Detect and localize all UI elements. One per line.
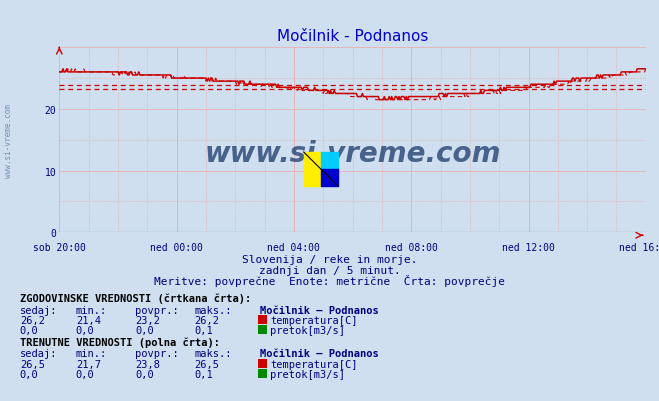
Text: maks.:: maks.:	[194, 348, 232, 358]
Text: sedaj:: sedaj:	[20, 348, 57, 358]
Text: www.si-vreme.com: www.si-vreme.com	[4, 103, 13, 177]
Title: Močilnik - Podnanos: Močilnik - Podnanos	[277, 29, 428, 44]
Text: 26,5: 26,5	[20, 359, 45, 369]
Text: sedaj:: sedaj:	[20, 305, 57, 315]
Text: 26,2: 26,2	[20, 316, 45, 326]
Text: 0,1: 0,1	[194, 326, 213, 336]
Text: min.:: min.:	[76, 305, 107, 315]
Text: Močilnik – Podnanos: Močilnik – Podnanos	[260, 348, 379, 358]
Text: 0,0: 0,0	[76, 369, 94, 379]
Text: 26,5: 26,5	[194, 359, 219, 369]
Text: 0,1: 0,1	[194, 369, 213, 379]
Text: TRENUTNE VREDNOSTI (polna črta):: TRENUTNE VREDNOSTI (polna črta):	[20, 336, 219, 347]
Text: temperatura[C]: temperatura[C]	[270, 359, 358, 369]
Text: Močilnik – Podnanos: Močilnik – Podnanos	[260, 305, 379, 315]
Text: 21,4: 21,4	[76, 316, 101, 326]
Text: pretok[m3/s]: pretok[m3/s]	[270, 326, 345, 336]
Text: povpr.:: povpr.:	[135, 305, 179, 315]
Text: zadnji dan / 5 minut.: zadnji dan / 5 minut.	[258, 265, 401, 275]
Text: 23,2: 23,2	[135, 316, 160, 326]
Text: Meritve: povprečne  Enote: metrične  Črta: povprečje: Meritve: povprečne Enote: metrične Črta:…	[154, 275, 505, 287]
Text: maks.:: maks.:	[194, 305, 232, 315]
Text: 23,8: 23,8	[135, 359, 160, 369]
Text: ZGODOVINSKE VREDNOSTI (črtkana črta):: ZGODOVINSKE VREDNOSTI (črtkana črta):	[20, 293, 251, 304]
Text: 0,0: 0,0	[20, 326, 38, 336]
Text: ned 08:00: ned 08:00	[385, 243, 438, 253]
Text: sob 20:00: sob 20:00	[33, 243, 86, 253]
Text: www.si-vreme.com: www.si-vreme.com	[204, 139, 501, 167]
Text: temperatura[C]: temperatura[C]	[270, 316, 358, 326]
Text: pretok[m3/s]: pretok[m3/s]	[270, 369, 345, 379]
Text: 0,0: 0,0	[76, 326, 94, 336]
Text: 0,0: 0,0	[135, 369, 154, 379]
Text: ned 16:00: ned 16:00	[619, 243, 659, 253]
Text: 0,0: 0,0	[20, 369, 38, 379]
Text: 21,7: 21,7	[76, 359, 101, 369]
Text: min.:: min.:	[76, 348, 107, 358]
Text: 26,2: 26,2	[194, 316, 219, 326]
Text: ned 12:00: ned 12:00	[502, 243, 555, 253]
Text: povpr.:: povpr.:	[135, 348, 179, 358]
Text: Slovenija / reke in morje.: Slovenija / reke in morje.	[242, 255, 417, 265]
Text: ned 00:00: ned 00:00	[150, 243, 203, 253]
Text: 0,0: 0,0	[135, 326, 154, 336]
Text: ned 04:00: ned 04:00	[268, 243, 320, 253]
